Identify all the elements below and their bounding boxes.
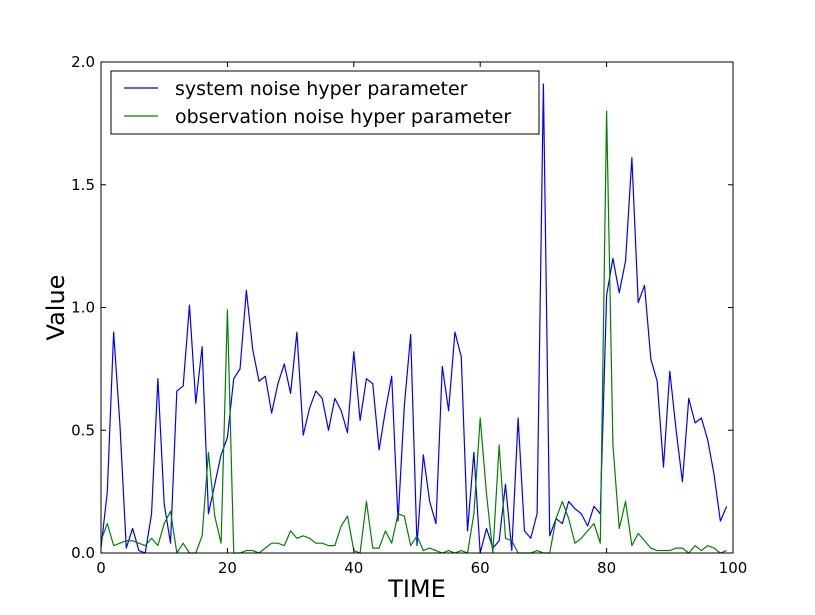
y-tick-label: 0.0 xyxy=(71,544,95,562)
legend: system noise hyper parameter observation… xyxy=(110,70,540,135)
series-line-system xyxy=(100,83,728,554)
x-tick-label: 100 xyxy=(719,559,748,577)
x-tick-label: 20 xyxy=(218,559,237,577)
legend-label-system: system noise hyper parameter xyxy=(175,78,468,100)
x-tick-label: 60 xyxy=(471,559,490,577)
series-line-observation xyxy=(100,110,727,554)
series-layer xyxy=(100,83,728,554)
legend-label-observation: observation noise hyper parameter xyxy=(175,106,511,128)
x-tick-label: 40 xyxy=(344,559,363,577)
x-tick-label: 80 xyxy=(597,559,616,577)
y-tick-label: 1.5 xyxy=(71,176,95,194)
y-tick-label: 0.5 xyxy=(71,421,95,439)
x-axis-title: TIME xyxy=(387,575,446,603)
y-axis-title: Value xyxy=(42,275,70,341)
x-tick-label: 0 xyxy=(96,559,106,577)
legend-box xyxy=(110,70,540,135)
y-tick-label: 1.0 xyxy=(71,299,95,317)
y-tick-label: 2.0 xyxy=(71,53,95,71)
ticks-layer: 0 20 40 60 80 100 0.0 0.5 1.0 1.5 2.0 xyxy=(71,53,747,577)
